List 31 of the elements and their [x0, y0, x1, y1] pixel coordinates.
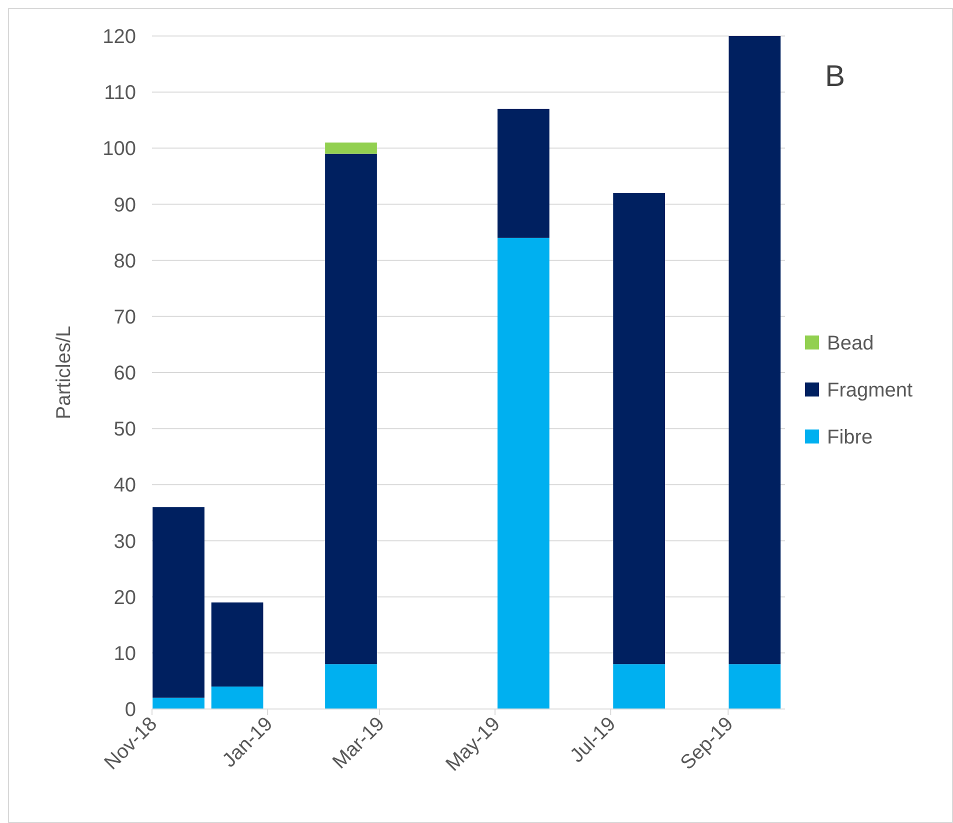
text: B [824, 60, 846, 93]
bar [325, 154, 377, 664]
y-tick-label: 20 [114, 586, 136, 609]
bar [325, 664, 377, 709]
bar [325, 142, 377, 154]
bar [728, 36, 781, 664]
y-tick-label: 70 [114, 306, 136, 328]
y-tick-label: 90 [114, 194, 136, 216]
y-tick-label: 110 [104, 82, 136, 104]
bar [728, 664, 781, 709]
bar [613, 664, 665, 709]
y-tick-label: 50 [114, 418, 136, 441]
y-tick-label: 120 [102, 26, 136, 48]
bar [498, 108, 550, 238]
y-tick-label: 80 [114, 250, 136, 272]
legend-label: Fibre [827, 426, 873, 448]
y-tick-label: 10 [114, 642, 136, 665]
bar [152, 507, 204, 698]
y-tick-label: 30 [114, 530, 136, 553]
bar [152, 698, 204, 709]
legend-label: Fragment [827, 380, 914, 402]
y-tick-label: 40 [114, 474, 136, 497]
bar [211, 686, 264, 709]
legend-label: Bead [827, 332, 874, 354]
y-tick-label: 60 [114, 362, 136, 384]
y-tick-label: 0 [124, 699, 136, 721]
y-axis-title: Particles/L [53, 326, 75, 420]
y-tick-label: 100 [102, 138, 136, 160]
bar [498, 238, 550, 709]
bar [613, 193, 665, 664]
bar [211, 602, 264, 687]
